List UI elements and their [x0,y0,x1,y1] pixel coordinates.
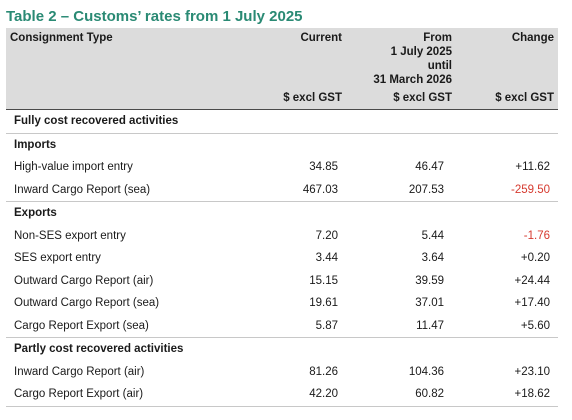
row-current: 81.26 [309,365,338,378]
row-change: +17.40 [514,297,551,309]
table-row: Non-SES export entry 7.20 5.44 -1.76 [6,225,558,248]
row-change: +23.10 [514,365,551,378]
table-row: High-value import entry 34.85 46.47 +11.… [6,156,558,179]
table-row: Inward Cargo Report (air) 81.26 104.36 +… [6,361,558,384]
row-label: Cargo Report Export (air) [6,383,258,407]
row-current: 5.87 [315,319,338,332]
row-new-rate: 39.59 [415,274,444,287]
row-new-rate: 37.01 [415,297,444,309]
row-new-rate: 104.36 [408,365,444,378]
header-new-rate: From 1 July 2025 until 31 March 2026 [346,28,456,87]
row-change: +11.62 [515,161,550,173]
row-current: 34.85 [309,161,338,173]
row-label: Inward Cargo Report (sea) [14,183,151,196]
row-label: Non-SES export entry [14,229,126,242]
section-row: Partly cost recovered activities [6,337,558,361]
table-title: Table 2 – Customs’ rates from 1 July 202… [6,8,303,25]
unit-empty [6,87,258,110]
row-current: 7.20 [315,229,338,242]
row-label: High-value import entry [14,161,133,173]
table-row: Cargo Report Export (sea) 5.87 11.47 +5.… [6,315,558,338]
table-row: Cargo Report Export (air) 42.20 60.82 +1… [6,383,558,407]
unit-current: $ excl GST [258,87,346,110]
table-row: SES export entry 3.44 3.64 +0.20 [6,247,558,270]
unit-new-rate: $ excl GST [346,87,456,110]
row-label: Cargo Report Export (sea) [14,319,149,332]
row-current: 19.61 [309,297,338,309]
row-change: +5.60 [520,319,550,332]
section-fully-cost-recovered: Fully cost recovered activities [14,115,179,127]
row-new-rate: 5.44 [421,229,444,242]
header-consignment-type: Consignment Type [6,28,258,87]
header-new-rate-line: 31 March 2026 [373,74,452,86]
table-row: Outward Cargo Report (sea) 19.61 37.01 +… [6,292,558,315]
row-label: Inward Cargo Report (air) [14,365,145,378]
customs-rates-table: Consignment Type Current From 1 July 202… [6,28,558,407]
header-new-rate-line: From [423,32,452,44]
row-current: 3.44 [315,252,338,264]
row-label: Outward Cargo Report (sea) [14,297,160,309]
header-new-rate-line: until [427,60,452,72]
row-label: Outward Cargo Report (air) [14,274,154,287]
header-change: Change [456,28,558,87]
section-row: Exports [6,201,558,225]
row-current: 15.15 [309,274,338,287]
unit-change: $ excl GST [456,87,558,110]
row-new-rate: 207.53 [408,183,444,196]
row-new-rate: 3.64 [421,252,444,264]
table-row: Outward Cargo Report (air) 15.15 39.59 +… [6,270,558,293]
header-current: Current [258,28,346,87]
row-new-rate: 46.47 [415,161,444,173]
table-row: Inward Cargo Report (sea) 467.03 207.53 … [6,179,558,202]
row-new-rate: 11.47 [416,319,444,332]
unit-row: $ excl GST $ excl GST $ excl GST [6,87,558,110]
row-change: -259.50 [510,183,550,196]
header-row: Consignment Type Current From 1 July 202… [6,28,558,87]
section-imports: Imports [6,132,558,156]
section-row: Imports [6,132,558,156]
section-exports: Exports [6,201,558,225]
row-current: 467.03 [302,183,338,196]
header-new-rate-line: 1 July 2025 [390,46,452,58]
row-change: +0.20 [520,252,550,264]
section-row: Fully cost recovered activities [6,110,558,134]
row-change: +24.44 [514,274,551,287]
row-current: 42.20 [258,383,346,407]
section-partly-cost-recovered: Partly cost recovered activities [6,337,558,361]
row-new-rate: 60.82 [346,383,456,407]
row-label: SES export entry [14,252,101,264]
row-change: +18.62 [456,383,558,407]
row-change: -1.76 [523,229,550,242]
